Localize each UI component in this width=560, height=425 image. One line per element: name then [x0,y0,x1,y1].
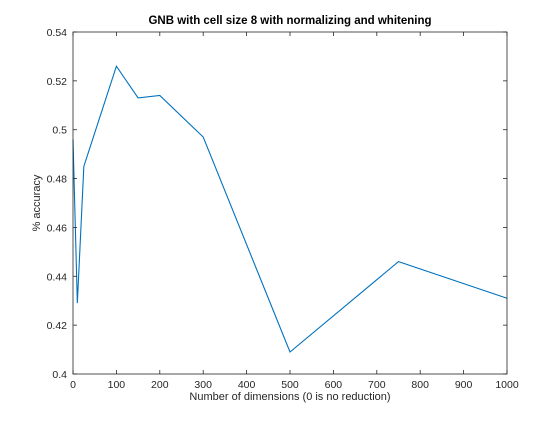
series-line [72,64,508,353]
x-tick-label: 300 [194,379,212,391]
chart-title: GNB with cell size 8 with normalizing an… [148,15,431,27]
x-tick-label: 800 [411,379,429,391]
series-layer [72,64,508,353]
x-tick-label: 100 [108,379,126,391]
x-tick-label: 1000 [495,379,519,391]
y-tick-label: 0.5 [52,125,67,137]
y-tick-label: 0.52 [47,76,68,88]
y-tick-label: 0.44 [47,271,68,283]
x-tick-label: 200 [151,379,169,391]
x-tick-label: 0 [70,379,76,391]
y-tick-label: 0.42 [47,320,68,332]
y-tick-label: 0.46 [47,222,68,234]
y-axis-label: % accuracy [31,174,43,231]
x-tick-label: 400 [238,379,256,391]
y-tick-label: 0.48 [47,174,68,186]
x-tick-label: 500 [281,379,299,391]
x-tick-label: 600 [325,379,343,391]
plot-area-background [73,32,507,374]
x-tick-label: 700 [368,379,386,391]
y-axis: 0.4 0.42 0.44 0.46 0.48 0.5 0.52 0.54 [47,27,507,381]
x-axis: 0 100 200 300 400 500 600 700 800 900 1000 [70,32,519,391]
y-tick-label: 0.54 [47,27,68,39]
x-axis-label: Number of dimensions (0 is no reduction) [189,391,390,403]
y-tick-label: 0.4 [52,369,67,381]
x-tick-label: 900 [455,379,473,391]
